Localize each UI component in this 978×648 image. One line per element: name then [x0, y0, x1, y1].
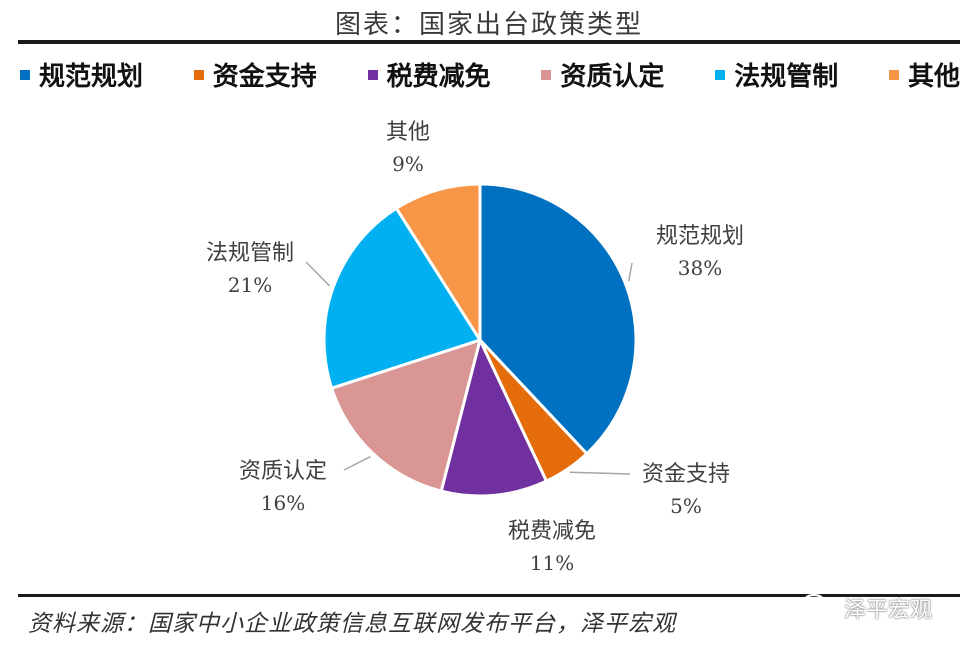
figure-title: 图表：国家出台政策类型 — [334, 10, 643, 40]
legend-swatch — [541, 69, 552, 80]
legend-item: 资质认定 — [541, 56, 664, 93]
slice-percent-label: 9% — [392, 152, 424, 176]
slice-label: 法规管制 — [206, 241, 294, 266]
legend-swatch — [715, 69, 726, 80]
legend-item: 其他 — [888, 56, 960, 93]
chart-legend: 规范规划 资金支持 税费减免 资质认定 法规管制 其他 — [20, 56, 960, 93]
legend-label: 资质认定 — [560, 62, 665, 92]
source-note: 资料来源：国家中小企业政策信息互联网发布平台，泽平宏观 — [28, 611, 676, 637]
legend-swatch — [367, 69, 378, 80]
legend-label: 规范规划 — [39, 62, 144, 92]
legend-item: 法规管制 — [715, 56, 838, 93]
legend-swatch — [193, 69, 204, 80]
slice-percent-label: 11% — [530, 551, 574, 575]
legend-label: 法规管制 — [734, 62, 839, 92]
watermark: 泽平宏观 — [800, 592, 932, 624]
slice-label: 其他 — [386, 120, 430, 145]
legend-label: 资金支持 — [212, 62, 317, 92]
legend-swatch — [888, 69, 899, 80]
legend-swatch — [20, 69, 30, 80]
pie-slice — [478, 182, 638, 456]
slice-percent-label: 38% — [678, 256, 722, 280]
pie-slice — [439, 338, 548, 498]
top-rule — [18, 40, 960, 44]
legend-item: 资金支持 — [193, 56, 317, 93]
legend-item: 税费减免 — [367, 56, 491, 93]
leader-line — [305, 261, 331, 287]
leader-line — [628, 262, 633, 282]
slice-percent-label: 5% — [670, 494, 702, 518]
leader-line — [343, 455, 371, 471]
slice-percent-label: 16% — [261, 491, 305, 515]
leader-line — [569, 471, 631, 475]
wechat-icon — [800, 593, 837, 622]
pie-slice — [330, 338, 482, 493]
slice-label: 税费减免 — [508, 519, 596, 544]
legend-label: 其他 — [907, 62, 960, 92]
pie-slice — [394, 182, 482, 342]
slice-label: 资金支持 — [642, 462, 730, 487]
slice-label: 资质认定 — [239, 459, 327, 484]
watermark-text: 泽平宏观 — [844, 598, 933, 623]
legend-item: 规范规划 — [20, 56, 143, 93]
pie-slice — [322, 206, 482, 390]
legend-label: 税费减免 — [386, 62, 491, 92]
slice-percent-label: 21% — [228, 273, 272, 297]
bottom-rule — [18, 594, 960, 597]
slice-label: 规范规划 — [656, 224, 744, 249]
